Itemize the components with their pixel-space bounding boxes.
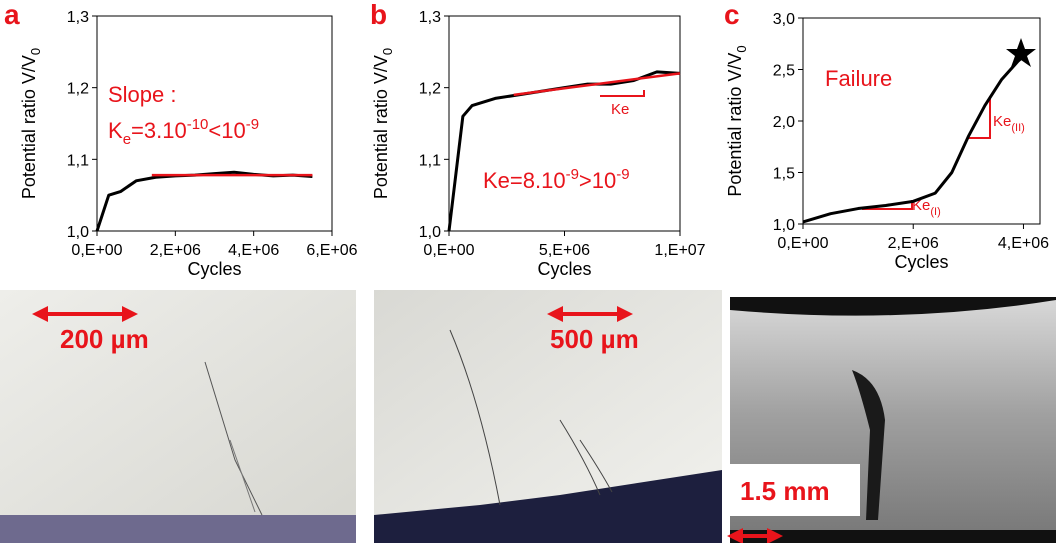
scale-label: 1.5 mm [740, 476, 830, 506]
data-line [95, 170, 313, 232]
y-axis-label-part: Potential ratio V/V [19, 55, 39, 199]
annotation: Ke [611, 101, 629, 118]
annotation-part: -9 [246, 116, 259, 133]
x-tick-label: 0,E+00 [71, 242, 122, 259]
annotation-part: >10 [579, 168, 616, 193]
data-line [802, 52, 1028, 224]
annotation-part: -10 [187, 116, 209, 133]
x-tick-label: 6,E+06 [306, 242, 357, 259]
y-tick-label: 1,5 [773, 166, 795, 183]
scale-label: 200 µm [60, 324, 149, 354]
annotation-part: (I) [930, 206, 940, 218]
x-tick-label: 4,E+06 [998, 235, 1049, 252]
annotation: Failure [825, 66, 892, 91]
x-axis-label: Cycles [187, 259, 241, 279]
annotation-part: =3.10 [131, 118, 187, 143]
panel-label: a [4, 0, 20, 30]
y-tick-label: 3,0 [773, 11, 795, 28]
y-axis-label-part: Potential ratio V/V [725, 53, 745, 197]
y-axis-label-part: 0 [734, 45, 749, 52]
annotation-part: -9 [566, 166, 579, 183]
y-axis-label: Potential ratio V/V0 [19, 48, 43, 199]
micrograph-b: 500 µm [374, 290, 722, 543]
y-tick-label: 1,3 [67, 9, 89, 26]
annotation-part: Ke=8.10 [483, 168, 566, 193]
x-tick-label: 2,E+06 [888, 235, 939, 252]
annotation-part: Slope : [108, 82, 177, 107]
plot-frame [448, 15, 681, 232]
y-tick-label: 1,0 [67, 224, 89, 241]
failure-star [1006, 38, 1036, 67]
plot-frame [96, 15, 333, 232]
annotation-part: Ke [611, 101, 629, 118]
annotation-part: Ke [993, 113, 1011, 130]
x-tick-label: 2,E+06 [150, 242, 201, 259]
scale-label: 500 µm [550, 324, 639, 354]
y-tick-label: 2,5 [773, 63, 795, 80]
y-tick-label: 2,0 [773, 114, 795, 131]
slope-triangle [968, 96, 991, 139]
x-tick-label: 1,E+07 [654, 242, 705, 259]
data-line [447, 70, 681, 232]
y-axis-label-part: 0 [380, 48, 395, 55]
slope-triangle [600, 90, 645, 97]
annotation-part: K [108, 118, 123, 143]
annotation: Ke(II) [993, 113, 1025, 134]
y-axis-label-part: Potential ratio V/V [371, 55, 391, 199]
panel-label: c [724, 0, 740, 30]
y-tick-label: 1,0 [419, 224, 441, 241]
annotation: Slope : [108, 82, 177, 107]
fit-line [513, 72, 681, 97]
y-tick-label: 1,1 [67, 152, 89, 169]
y-tick-label: 1,3 [419, 9, 441, 26]
y-tick-label: 1,0 [773, 217, 795, 234]
y-tick-label: 1,1 [419, 152, 441, 169]
micrograph-c: 1.5 mm [727, 297, 1056, 543]
y-tick-label: 1,2 [419, 81, 441, 98]
y-axis-label-part: 0 [28, 48, 43, 55]
x-tick-label: 4,E+06 [228, 242, 279, 259]
annotation: Ke=8.10-9>10-9 [483, 166, 630, 193]
annotation-part: -9 [616, 166, 629, 183]
x-axis-label: Cycles [537, 259, 591, 279]
micrograph-a: 200 µm [0, 290, 356, 543]
annotation-part: (II) [1011, 122, 1024, 134]
x-tick-label: 0,E+00 [777, 235, 828, 252]
x-axis-label: Cycles [894, 252, 948, 272]
y-axis-label: Potential ratio V/V0 [725, 45, 749, 196]
annotation-part: e [123, 131, 131, 148]
y-axis-label: Potential ratio V/V0 [371, 48, 395, 199]
x-tick-label: 5,E+06 [539, 242, 590, 259]
y-tick-label: 1,2 [67, 81, 89, 98]
annotation-part: Failure [825, 66, 892, 91]
annotation: Ke=3.10-10<10-9 [108, 116, 259, 148]
panel-label: b [370, 0, 387, 30]
x-tick-label: 0,E+00 [423, 242, 474, 259]
annotation-part: <10 [208, 118, 245, 143]
